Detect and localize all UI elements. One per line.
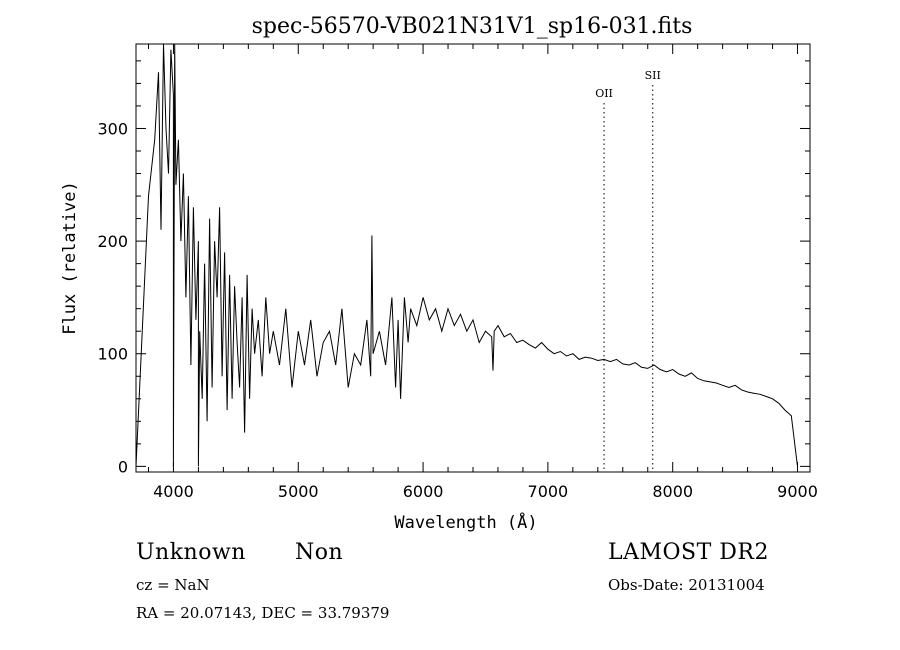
y-tick-label: 200 — [97, 232, 128, 251]
y-tick-label: 0 — [118, 457, 128, 476]
y-tick-label: 300 — [97, 119, 128, 138]
coordinates: RA = 20.07143, DEC = 33.79379 — [136, 604, 390, 622]
axis-ticks: 4000 5000 6000 7000 8000 9000 0 100 200 300 — [97, 44, 818, 501]
x-tick-label: 8000 — [652, 482, 693, 501]
series-layer — [135, 43, 798, 467]
x-tick-label: 6000 — [403, 482, 444, 501]
y-axis-label: Flux (relative) — [60, 181, 80, 335]
emission-line-label: SII — [645, 69, 661, 82]
emission-lines: OII SII — [595, 69, 661, 472]
spectral-class: Unknown — [136, 540, 246, 565]
observation-date: Obs-Date: 20131004 — [608, 576, 765, 594]
spectral-subclass: Non — [295, 540, 344, 565]
plot-frame — [135, 43, 811, 473]
x-tick-label: 7000 — [528, 482, 569, 501]
x-tick-label: 9000 — [777, 482, 818, 501]
x-tick-label: 5000 — [278, 482, 319, 501]
redshift-cz: cz = NaN — [136, 576, 210, 594]
x-tick-label: 4000 — [153, 482, 194, 501]
chart-title: spec-56570-VB021N31V1_sp16-031.fits — [252, 14, 693, 39]
emission-line-label: OII — [595, 87, 613, 100]
survey-label: LAMOST DR2 — [608, 540, 769, 565]
x-axis-label: Wavelength (Å) — [394, 511, 537, 533]
y-tick-label: 100 — [97, 345, 128, 364]
flux-line — [135, 43, 798, 467]
